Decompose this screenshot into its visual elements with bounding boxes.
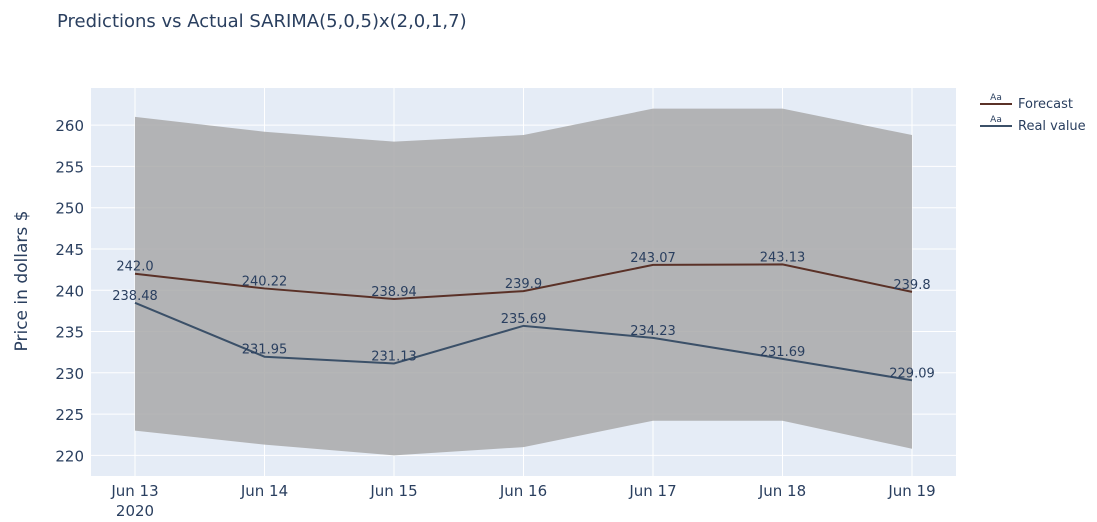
data-label: 231.13 <box>371 349 417 364</box>
series-line-0 <box>134 263 913 301</box>
data-label: 238.94 <box>371 285 417 300</box>
y-tick-label: 255 <box>55 158 84 176</box>
legend-swatch-glyph: Aa <box>990 93 1002 103</box>
legend-swatch-glyph: Aa <box>990 115 1002 125</box>
data-label: 243.13 <box>760 250 806 265</box>
data-label: 234.23 <box>630 324 676 339</box>
x-tick-label: Jun 17 <box>628 482 676 500</box>
data-label: 242.0 <box>116 260 153 275</box>
y-tick-label: 225 <box>55 406 84 424</box>
y-tick-label: 250 <box>55 200 84 218</box>
data-label: 239.8 <box>893 278 930 293</box>
x-tick-label: Jun 15 <box>369 482 417 500</box>
data-label: 240.22 <box>242 274 288 289</box>
y-tick-label: 260 <box>55 117 84 135</box>
data-label: 238.48 <box>112 289 158 304</box>
y-tick-label: 230 <box>55 365 84 383</box>
y-tick-label: 240 <box>55 282 84 300</box>
data-label: 235.69 <box>501 312 547 327</box>
data-label: 239.9 <box>505 277 542 292</box>
x-tick-label: Jun 19 <box>887 482 935 500</box>
data-label: 229.09 <box>889 366 935 381</box>
data-label: 231.95 <box>242 343 288 358</box>
legend-label[interactable]: Real value <box>1018 119 1086 134</box>
x-tick-label: Jun 18 <box>758 482 806 500</box>
x-tick-label: Jun 16 <box>499 482 547 500</box>
x-tick-label: Jun 14 <box>240 482 288 500</box>
x-tick-sublabel: 2020 <box>116 502 154 520</box>
y-tick-label: 245 <box>55 241 84 259</box>
chart-title: Predictions vs Actual SARIMA(5,0,5)x(2,0… <box>57 11 467 32</box>
data-label: 231.69 <box>760 345 806 360</box>
y-tick-label: 235 <box>55 324 84 342</box>
confidence-band <box>135 108 912 456</box>
x-tick-label: Jun 13 <box>110 482 158 500</box>
legend-label[interactable]: Forecast <box>1018 97 1073 112</box>
series-line-1 <box>134 301 913 382</box>
y-tick-label: 220 <box>55 447 84 465</box>
y-axis-title: Price in dollars $ <box>12 211 32 352</box>
data-label: 243.07 <box>630 251 676 266</box>
